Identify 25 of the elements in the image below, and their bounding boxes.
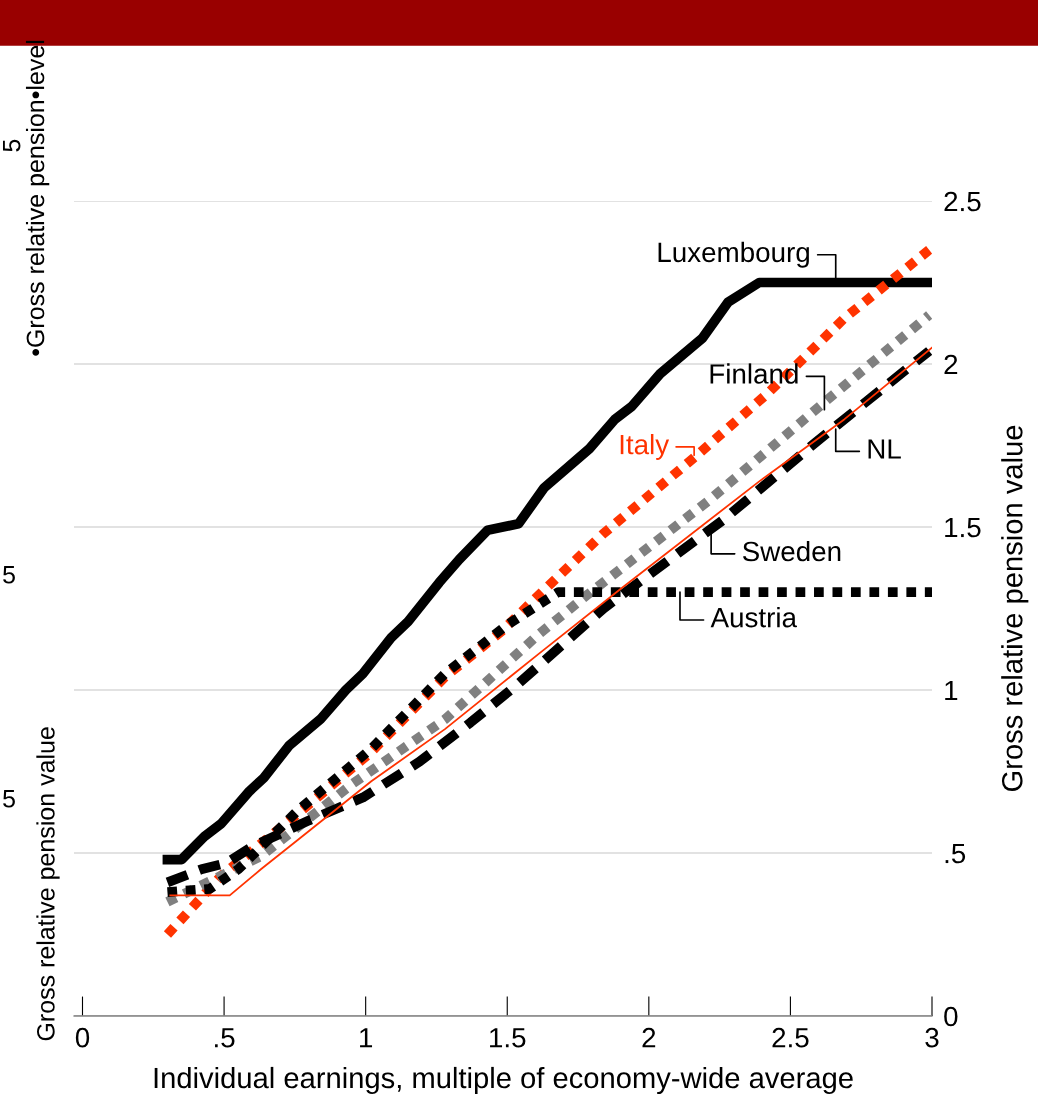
annotation: Austria [710, 607, 797, 628]
y-tick-label: 1 [945, 680, 958, 701]
text: Gross relative pension value [36, 727, 60, 1041]
x-tick-label: 3 [925, 1027, 939, 1048]
y-axis-title: Gross relative pension value [1001, 425, 1029, 792]
y-tick-label: .5 [945, 843, 966, 864]
x-tick-label: 1.5 [490, 1028, 526, 1048]
x-tick-label: 2.5 [772, 1027, 809, 1048]
x-axis-title: Individual earnings, multiple of economy-wide average [154, 1066, 853, 1095]
y-tick-label: 1.5 [945, 517, 981, 538]
x-tick-label: 2 [642, 1027, 656, 1048]
text: 5 [3, 566, 15, 584]
x-tick-label: .5 [215, 1028, 235, 1048]
x-tick-label: 1 [360, 1028, 373, 1048]
y-tick-label: 2.5 [944, 191, 981, 212]
y-tick-label: 2 [944, 354, 958, 375]
text: •Gross relative pension•level [25, 40, 50, 356]
annotation: Sweden [742, 540, 841, 562]
annotation: Luxembourg [658, 241, 809, 268]
text: 5 [2, 139, 21, 152]
annotation: Italy [620, 434, 670, 460]
x-tick-label: 0 [75, 1027, 90, 1048]
text: 5 [3, 790, 15, 808]
y-tick-label: 0 [944, 1006, 958, 1027]
annotation: NL [868, 439, 901, 459]
